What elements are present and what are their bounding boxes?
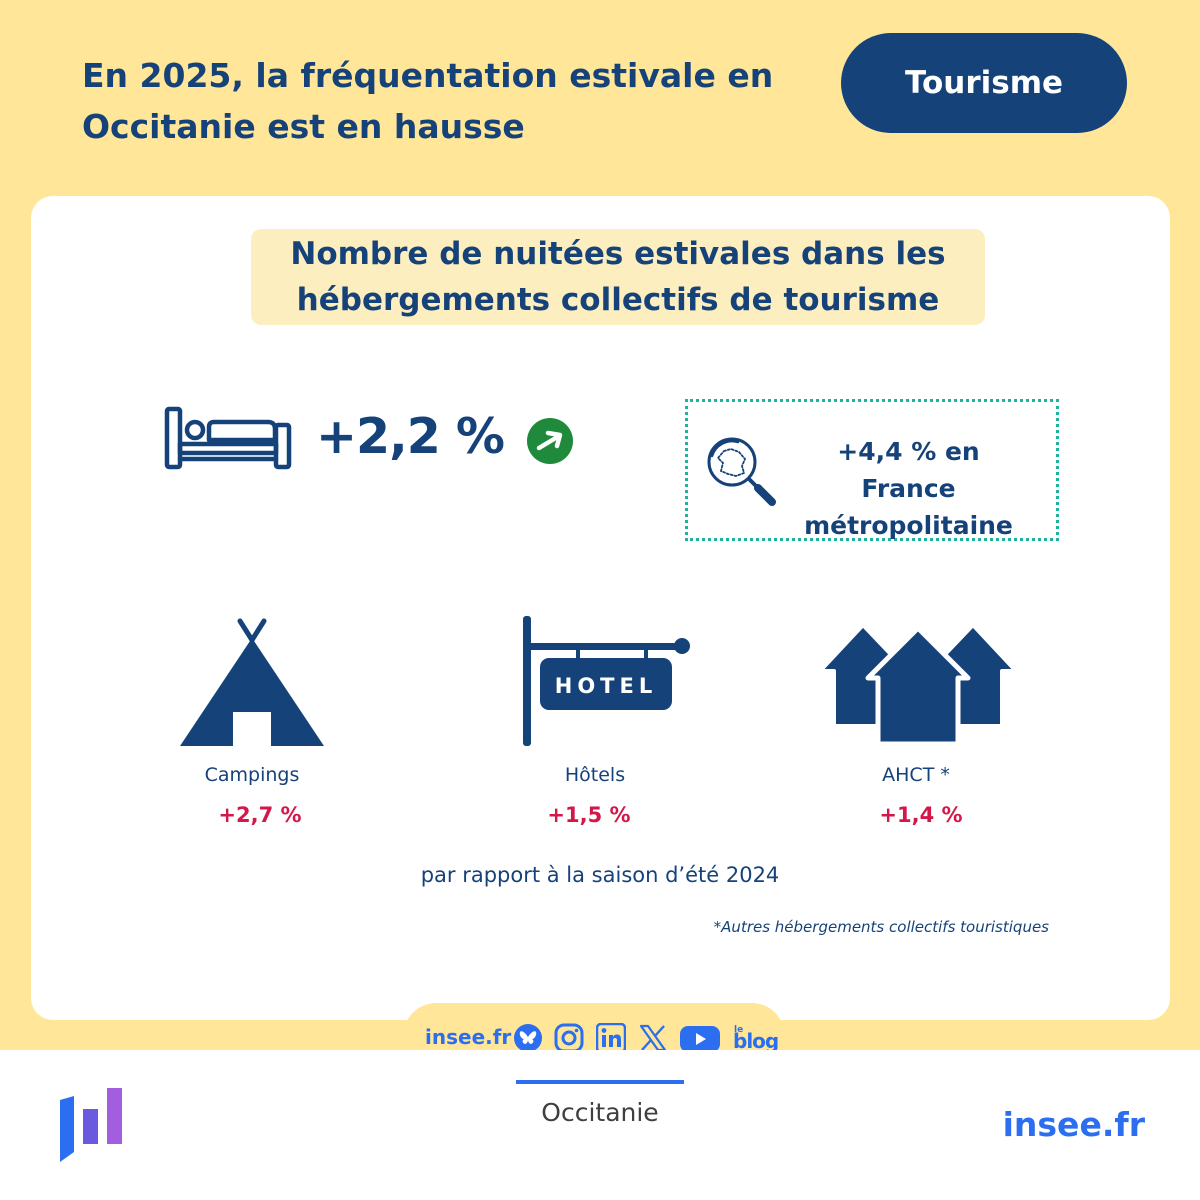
footnote: *Autres hébergements collectifs touristi… [713, 918, 1049, 936]
footer [0, 1050, 1200, 1200]
category-label-campings: Campings [204, 764, 300, 786]
hotel-sign-text: HOTEL [555, 674, 657, 698]
footer-accent-rule [516, 1080, 684, 1084]
blog-icon-text: blog [733, 1029, 778, 1053]
category-label-hotels: Hôtels [564, 764, 626, 786]
bed-icon [164, 406, 292, 470]
headline: En 2025, la fréquentation estivale en Oc… [82, 50, 802, 152]
youtube-icon[interactable] [680, 1025, 720, 1053]
category-value-hotels: +1,5 % [547, 803, 631, 827]
france-value-line: +4,4 % en France [837, 437, 980, 503]
section-title: Nombre de nuitées estivales dans les héb… [251, 229, 985, 325]
houses-icon [820, 623, 1018, 746]
category-label-ahct: AHCT * [882, 764, 950, 786]
france-comparison-box [685, 399, 1059, 541]
hotel-sign-icon: HOTEL [523, 616, 690, 746]
footer-region: Occitanie [541, 1098, 659, 1127]
title-highlight [251, 229, 985, 325]
insee-logo-icon [60, 1088, 122, 1162]
overall-change-value: +2,2 % [316, 408, 505, 465]
france-comparison-text: +4,4 % en France métropolitaine [786, 433, 1031, 544]
blog-icon[interactable]: le blog [732, 1022, 778, 1054]
trend-up-arrow-icon [527, 418, 573, 464]
headline-line-1: En 2025, la fréquentation estivale en [82, 56, 774, 95]
category-value-campings: +2,7 % [218, 803, 302, 827]
blog-icon-small: le [734, 1025, 743, 1035]
category-value-ahct: +1,4 % [879, 803, 963, 827]
linkedin-icon[interactable] [596, 1023, 626, 1053]
magnifier-france-icon [707, 437, 776, 506]
comparison-note: par rapport à la saison d’été 2024 [420, 863, 780, 887]
france-scope-line: métropolitaine [804, 511, 1013, 540]
content-card [31, 196, 1170, 1020]
section-title-line-1: Nombre de nuitées estivales dans les [290, 236, 946, 272]
headline-line-2: Occitanie est en hausse [82, 107, 525, 146]
section-title-line-2: hébergements collectifs de tourisme [296, 282, 940, 318]
theme-badge: Tourisme [841, 33, 1127, 133]
tent-icon [180, 618, 324, 746]
x-icon[interactable] [639, 1024, 667, 1052]
instagram-icon[interactable] [554, 1023, 584, 1053]
social-site-link[interactable]: insee.fr [425, 1025, 512, 1049]
footer-brand-link[interactable]: insee.fr [1002, 1105, 1145, 1144]
bluesky-icon[interactable] [513, 1023, 543, 1053]
